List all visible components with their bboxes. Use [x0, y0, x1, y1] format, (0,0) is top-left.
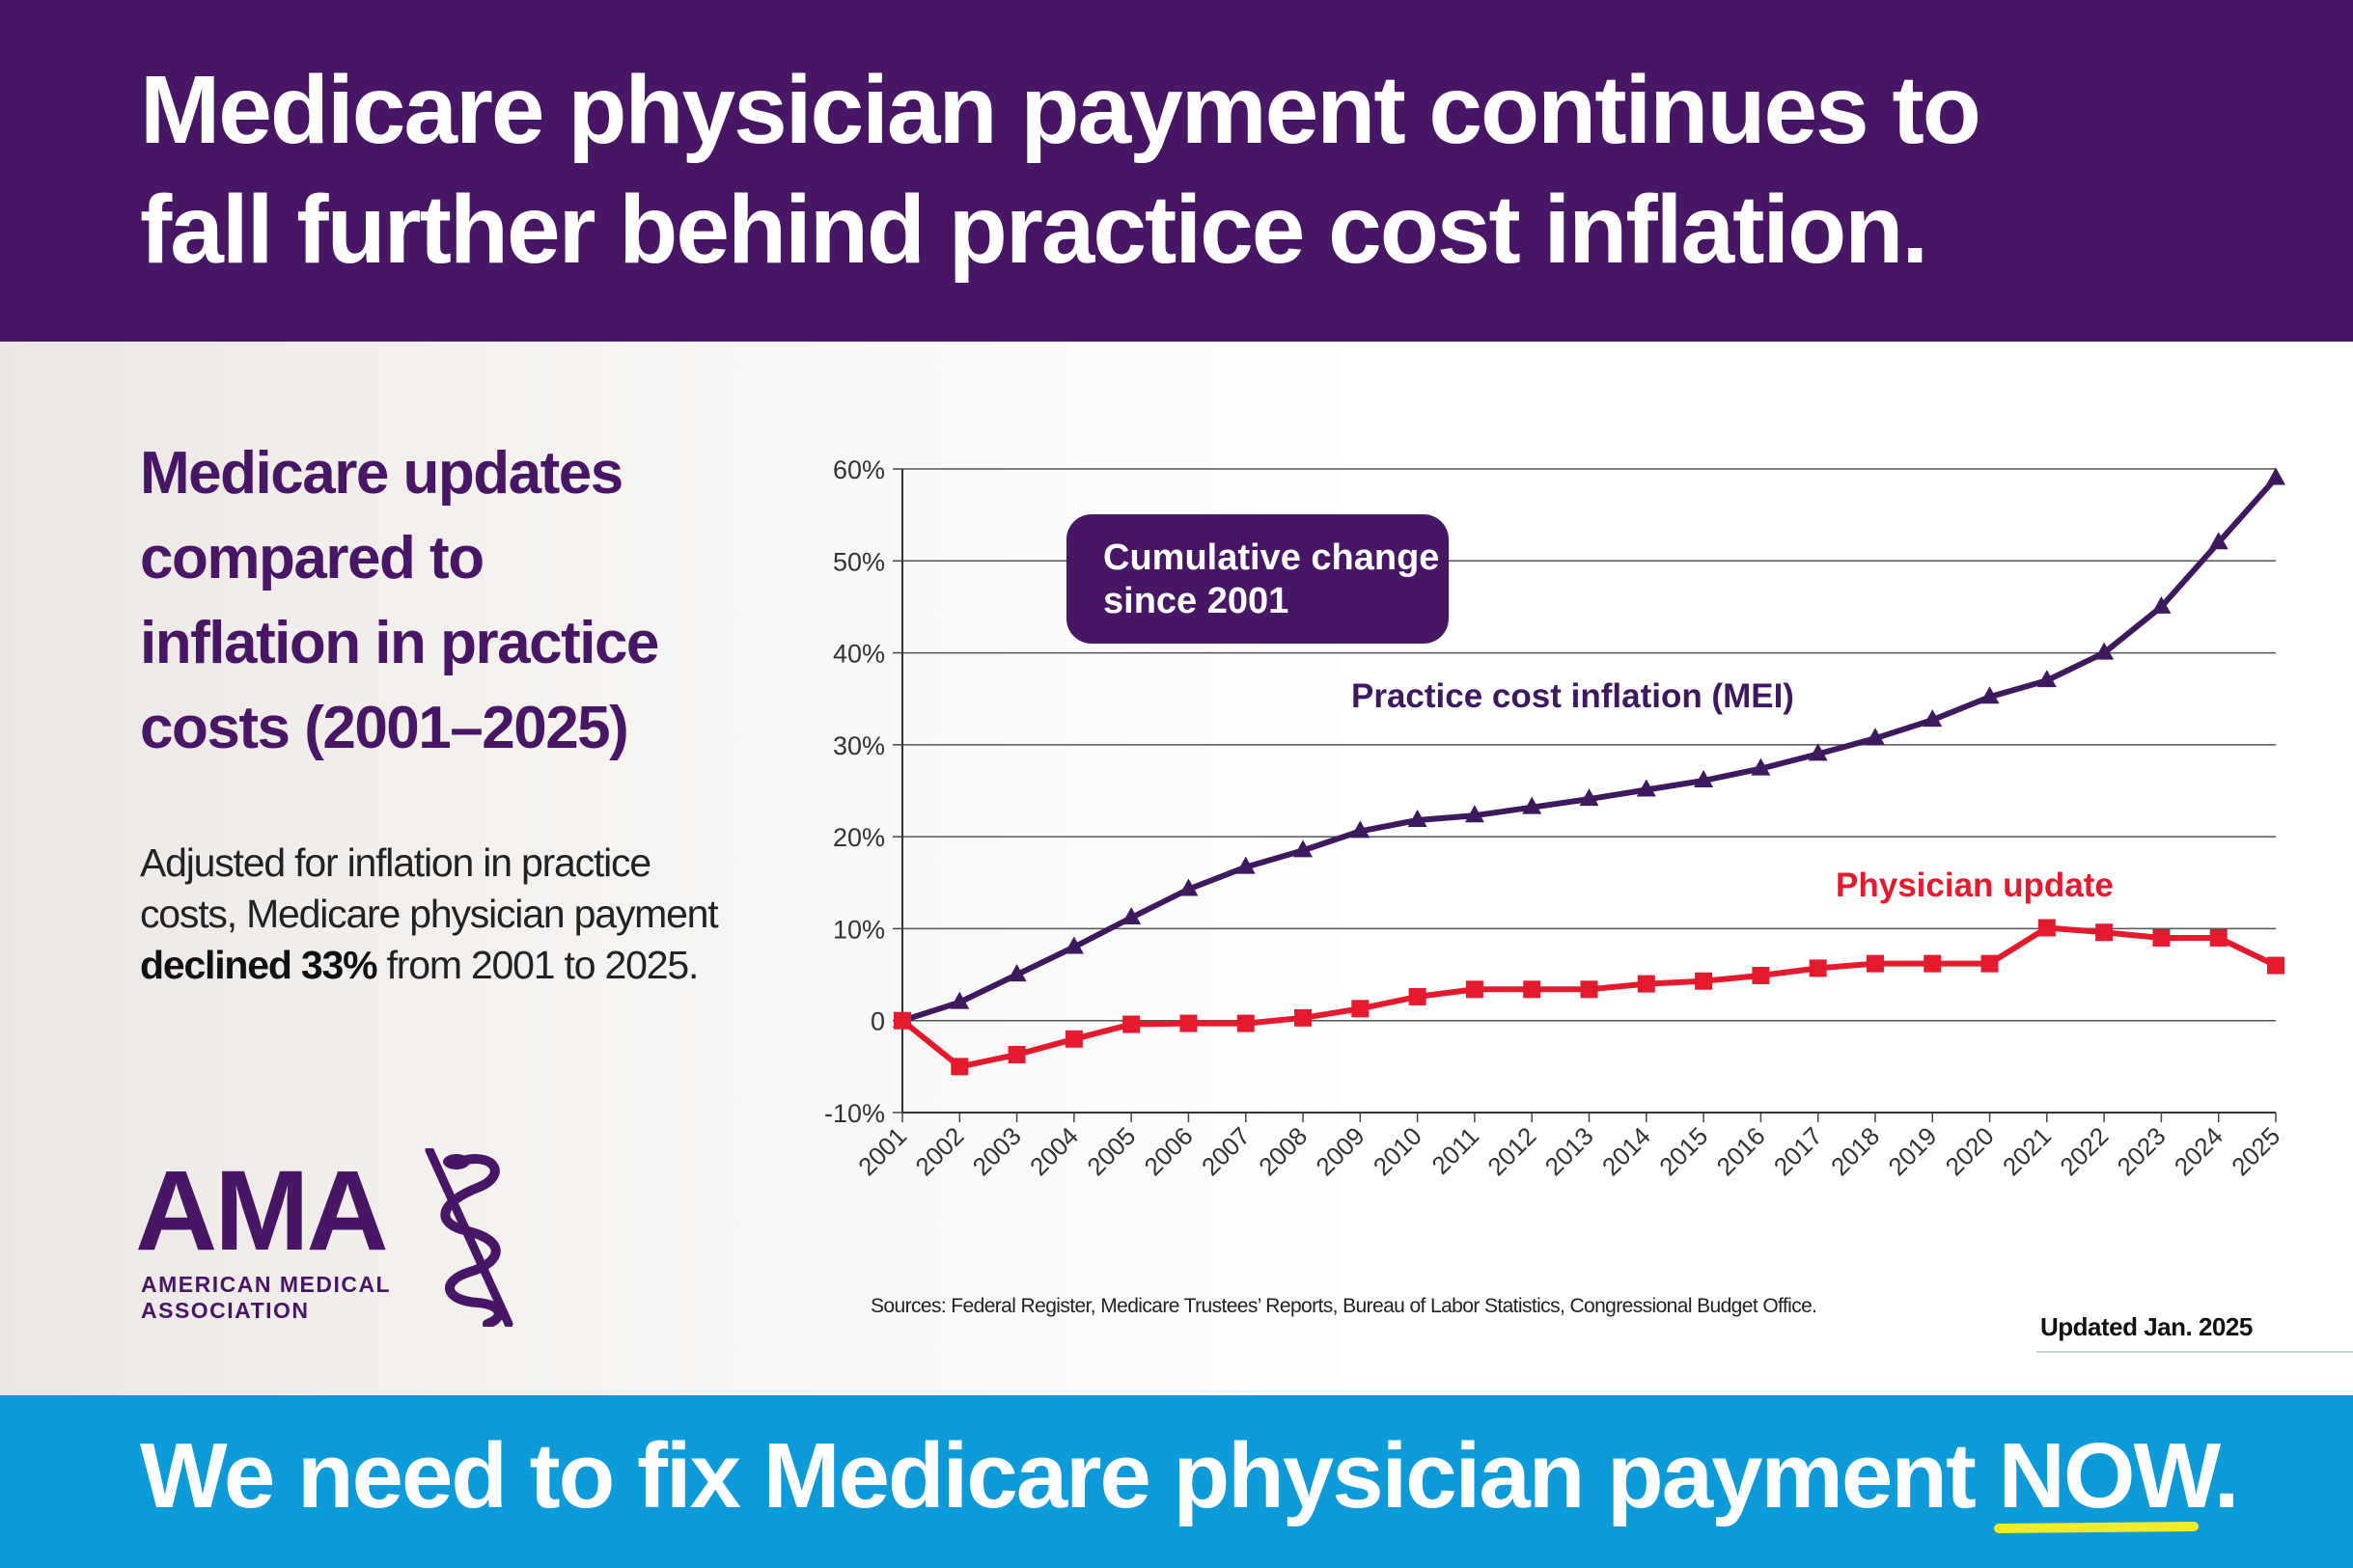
x-tick-label: 2020: [1940, 1121, 2000, 1181]
physician-update-point: [2095, 923, 2113, 941]
physician-update-point: [1179, 1015, 1197, 1032]
y-tick-label: 50%: [833, 547, 885, 576]
physician-update-point: [1752, 967, 1769, 984]
physician-update-point: [1924, 955, 1941, 973]
x-tick-label: 2001: [852, 1121, 912, 1181]
x-tick-label: 2007: [1196, 1121, 1256, 1181]
physician-update-point: [1409, 988, 1426, 1005]
series-label-physician-update: Physician update: [1836, 867, 2114, 904]
x-tick-label: 2013: [1539, 1121, 1599, 1181]
y-axis-ticks: -10% 0 10% 20% 30% 40% 50% 60%: [824, 455, 902, 1128]
x-tick-label: 2023: [2112, 1121, 2172, 1181]
x-tick-label: 2016: [1711, 1121, 1771, 1181]
x-tick-label: 2014: [1596, 1121, 1656, 1181]
updated-rule: [2036, 1351, 2353, 1353]
x-tick-label: 2010: [1368, 1121, 1427, 1181]
x-tick-label: 2017: [1768, 1121, 1828, 1181]
x-tick-label: 2005: [1081, 1121, 1141, 1181]
cta-end: .: [2214, 1424, 2238, 1527]
physician-update-point: [1981, 955, 1999, 973]
x-tick-label: 2011: [1426, 1121, 1484, 1180]
now-underline: [1994, 1522, 2199, 1533]
sources-note: Sources: Federal Register, Medicare Trus…: [871, 1295, 1816, 1318]
x-tick-label: 2003: [967, 1121, 1027, 1181]
x-tick-label: 2025: [2226, 1121, 2285, 1181]
physician-update-point: [1294, 1009, 1312, 1027]
x-tick-label: 2015: [1653, 1121, 1713, 1181]
y-tick-label: -10%: [824, 1099, 885, 1128]
mei-point: [2266, 468, 2285, 485]
physician-update-point: [1810, 959, 1827, 977]
updated-date: Updated Jan. 2025: [2040, 1312, 2253, 1342]
y-tick-label: 10%: [833, 915, 885, 944]
x-tick-label: 2022: [2054, 1121, 2114, 1181]
physician-update-point: [1466, 980, 1483, 998]
physician-update-point: [2267, 957, 2284, 975]
x-tick-label: 2024: [2169, 1121, 2228, 1181]
y-tick-label: 60%: [833, 455, 885, 484]
x-tick-label: 2004: [1024, 1121, 1084, 1181]
physician-update-point: [2210, 929, 2228, 947]
series-label-mei: Practice cost inflation (MEI): [1351, 677, 1794, 715]
physician-update-point: [1009, 1046, 1026, 1063]
y-tick-label: 0: [871, 1007, 885, 1036]
cta-now-text: NOW: [1998, 1424, 2213, 1527]
cta-main-text: We need to fix Medicare physician paymen…: [140, 1424, 1998, 1527]
x-tick-label: 2021: [1997, 1121, 2057, 1181]
physician-update-point: [1523, 980, 1540, 998]
physician-update-point: [1066, 1031, 1083, 1048]
physician-update-point: [1695, 973, 1712, 990]
line-chart: -10% 0 10% 20% 30% 40% 50% 60% 2001200220032004…: [0, 0, 2353, 1568]
y-tick-label: 30%: [833, 731, 885, 760]
x-tick-label: 2019: [1882, 1121, 1942, 1181]
physician-update-point: [1122, 1016, 1140, 1033]
physician-update-point: [1867, 955, 1884, 973]
callout-box: [1066, 514, 1449, 644]
physician-update-point: [1351, 1000, 1369, 1017]
callout-text: Cumulative change: [1103, 537, 1439, 578]
cta-now: NOW.: [1998, 1417, 2237, 1536]
x-axis-ticks: 2001200220032004200520062007200820092010…: [852, 1113, 2285, 1181]
x-tick-label: 2002: [909, 1121, 969, 1181]
x-tick-label: 2009: [1310, 1121, 1370, 1181]
x-tick-label: 2008: [1253, 1121, 1313, 1181]
y-tick-label: 40%: [833, 640, 885, 669]
physician-update-point: [894, 1012, 911, 1030]
physician-update-point: [2038, 919, 2056, 936]
y-tick-label: 20%: [833, 823, 885, 852]
physician-update-point: [2152, 929, 2170, 947]
x-tick-label: 2018: [1825, 1121, 1885, 1181]
physician-update-point: [1581, 980, 1598, 998]
x-tick-label: 2006: [1139, 1121, 1199, 1181]
physician-update-point: [951, 1058, 968, 1075]
call-to-action: We need to fix Medicare physician paymen…: [140, 1417, 2237, 1536]
physician-update-point: [1237, 1015, 1255, 1032]
x-tick-label: 2012: [1481, 1121, 1541, 1181]
physician-update-point: [1638, 976, 1655, 993]
callout-text: since 2001: [1103, 581, 1288, 621]
